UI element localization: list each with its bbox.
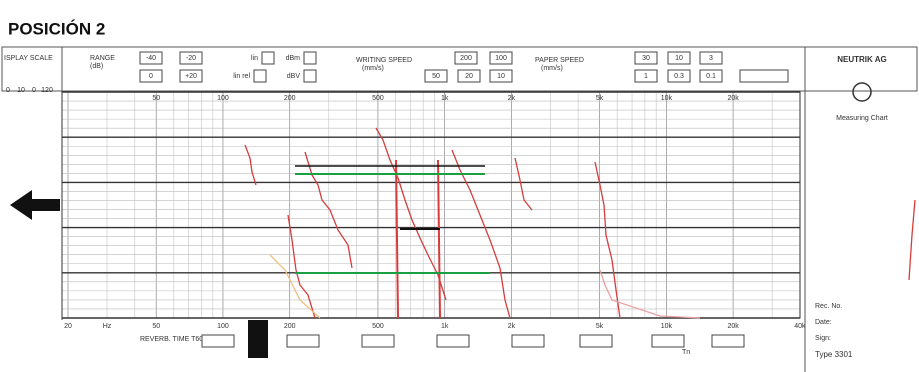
left-scale-label: 0 (6, 87, 10, 94)
writing-speed: WRITING SPEED (356, 57, 412, 64)
recorder-chart: POSICIÓN 2 NEUTRIK AG Measuring Chart Re… (0, 0, 919, 372)
range-label: RANGE (90, 55, 115, 62)
writing-unit: (mm/s) (362, 65, 384, 72)
button-label: 100 (495, 55, 507, 62)
button-label: 20 (465, 73, 473, 80)
bottom-freq-label: 100 (217, 323, 229, 330)
checkbox (304, 52, 316, 64)
reverb-box (202, 335, 234, 347)
option-label: lin rel (233, 73, 250, 80)
paper-speed: PAPER SPEED (535, 57, 584, 64)
bottom-freq-label: 500 (372, 323, 384, 330)
left-scale-label: 10 (17, 87, 25, 94)
bottom-freq-label: Hz (103, 323, 112, 330)
top-freq-label: 10k (661, 95, 673, 102)
brand-name: NEUTRIK AG (837, 55, 886, 64)
bottom-freq-label: 10k (661, 323, 673, 330)
marker-block (248, 320, 268, 358)
checkbox (262, 52, 274, 64)
reverb-label: REVERB. TIME T60 (140, 336, 203, 343)
brand-tagline: Measuring Chart (836, 115, 888, 122)
button-label: 50 (432, 73, 440, 80)
bottom-freq-label: 50 (152, 323, 160, 330)
button-label: 10 (497, 73, 505, 80)
bottom-freq-label: 20 (64, 323, 72, 330)
top-freq-label: 2k (508, 95, 516, 102)
left-scale-label: 120 (41, 87, 53, 94)
paper-unit: (mm/s) (541, 65, 563, 72)
button-label: 0 (149, 73, 153, 80)
reverb-box (712, 335, 744, 347)
reverb-box (652, 335, 684, 347)
bottom-freq-label: 5k (596, 323, 604, 330)
button-label: 30 (642, 55, 650, 62)
display-scale: ISPLAY SCALE (4, 55, 53, 62)
footer-rec: Rec. No. (815, 303, 842, 310)
top-freq-label: 1k (441, 95, 449, 102)
button-label: 10 (675, 55, 683, 62)
reverb-box (580, 335, 612, 347)
bottom-freq-label: 1k (441, 323, 449, 330)
reverb-box (362, 335, 394, 347)
button-label: 1 (644, 73, 648, 80)
button-label: 3 (709, 55, 713, 62)
top-freq-label: 20k (727, 95, 739, 102)
button-label: -20 (186, 55, 196, 62)
checkbox (254, 70, 266, 82)
range-unit: (dB) (90, 63, 103, 70)
tn-label: Tn (682, 349, 690, 356)
top-freq-label: 500 (372, 95, 384, 102)
top-freq-label: 50 (152, 95, 160, 102)
bottom-freq-label: 2k (508, 323, 516, 330)
top-freq-label: 5k (596, 95, 604, 102)
top-freq-label: 200 (284, 95, 296, 102)
button-label: +20 (185, 73, 197, 80)
button-label: 0.1 (706, 73, 716, 80)
left-scale-label: 0 (32, 87, 36, 94)
option-label: dBV (287, 73, 301, 80)
bottom-freq-label: 200 (284, 323, 296, 330)
footer-sign: Sign: (815, 335, 831, 342)
top-freq-label: 100 (217, 95, 229, 102)
option-label: lin (251, 55, 258, 62)
footer-type: Type 3301 (815, 350, 853, 359)
title: POSICIÓN 2 (8, 19, 105, 38)
reverb-box (287, 335, 319, 347)
checkbox (304, 70, 316, 82)
button-label: -40 (146, 55, 156, 62)
button (740, 70, 788, 82)
reverb-box (512, 335, 544, 347)
reverb-box (437, 335, 469, 347)
button-label: 200 (460, 55, 472, 62)
option-label: dBm (286, 55, 301, 62)
button-label: 0.3 (674, 73, 684, 80)
footer-date: Date: (815, 319, 832, 326)
bottom-freq-label: 40k (794, 323, 806, 330)
bottom-freq-label: 20k (727, 323, 739, 330)
